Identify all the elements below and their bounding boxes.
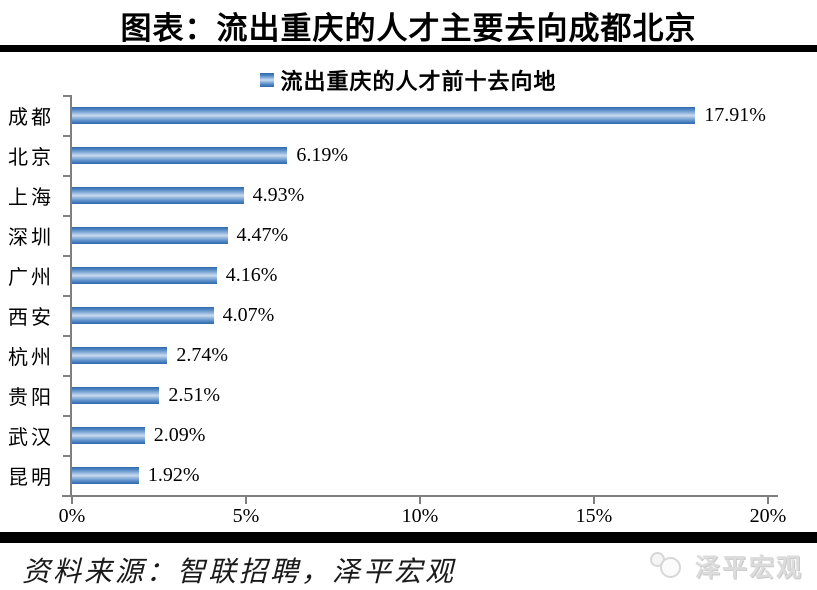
bar-row-guiyang: 贵阳 2.51% [8, 375, 768, 415]
value-label-wuhan: 2.09% [153, 423, 206, 446]
y-axis-line [70, 95, 72, 497]
legend-label: 流出重庆的人才前十去向地 [280, 69, 557, 94]
x-axis-label-5: 5% [232, 505, 260, 527]
x-axis-label-0: 0% [58, 505, 86, 527]
bar-row-kunming: 昆明 1.92% [8, 455, 768, 495]
value-label-xian: 4.07% [222, 303, 275, 326]
brand-logo-icon [649, 551, 688, 581]
legend-marker-icon [260, 73, 275, 87]
bar-shenzhen [72, 226, 228, 244]
value-label-shenzhen: 4.47% [236, 223, 289, 246]
bar-row-wuhan: 武汉 2.09% [8, 415, 768, 455]
chart-legend: 流出重庆的人才前十去向地 [0, 64, 817, 96]
category-label-shenzhen: 深圳 [8, 226, 54, 249]
bar-row-shanghai: 上海 4.93% [8, 175, 768, 215]
bar-shanghai [72, 186, 244, 204]
value-label-shanghai: 4.93% [252, 183, 305, 206]
bar-xian [72, 306, 214, 324]
category-label-kunming: 昆明 [8, 466, 54, 489]
bar-row-shenzhen: 深圳 4.47% [8, 215, 768, 255]
top-divider [0, 45, 817, 52]
x-axis-tick-5 [245, 497, 247, 504]
category-label-xian: 西安 [8, 306, 54, 329]
bar-beijing [72, 146, 288, 164]
x-axis-tick-15 [593, 497, 595, 504]
bar-row-guangzhou: 广州 4.16% [8, 255, 768, 295]
category-label-guangzhou: 广州 [8, 266, 54, 289]
y-axis-ticks [63, 95, 70, 497]
bar-row-xian: 西安 4.07% [8, 295, 768, 335]
bar-wuhan [72, 426, 145, 444]
x-axis-label-15: 15% [575, 505, 613, 527]
bar-rows: 成都 17.91% 北京 6.19% 上海 4.93% 深圳 4.47% 广州 [8, 95, 768, 495]
x-axis-line [62, 495, 778, 497]
category-label-hangzhou: 杭州 [8, 346, 54, 369]
value-label-kunming: 1.92% [147, 463, 200, 486]
bar-guangzhou [72, 266, 217, 284]
value-label-guangzhou: 4.16% [225, 263, 278, 286]
brand-logo-text: 泽平宏观 [694, 555, 803, 582]
bar-row-chengdu: 成都 17.91% [8, 95, 768, 135]
x-axis-label-10: 10% [401, 505, 439, 527]
x-axis-tick-0 [71, 497, 73, 504]
bar-chengdu [72, 106, 696, 124]
bar-hangzhou [72, 346, 168, 364]
value-label-guiyang: 2.51% [168, 383, 221, 406]
bar-kunming [72, 466, 139, 484]
bottom-divider [0, 532, 817, 543]
category-label-shanghai: 上海 [8, 186, 54, 209]
category-label-guiyang: 贵阳 [8, 386, 54, 409]
value-label-hangzhou: 2.74% [176, 343, 229, 366]
source-note: 资料来源：智联招聘，泽平宏观 [22, 557, 457, 588]
value-label-beijing: 6.19% [296, 143, 349, 166]
x-axis-tick-20 [767, 497, 769, 504]
value-label-chengdu: 17.91% [704, 103, 766, 126]
bar-row-hangzhou: 杭州 2.74% [8, 335, 768, 375]
brand-watermark: 泽平宏观 [649, 548, 803, 584]
page-title: 图表：流出重庆的人才主要去向成都北京 [120, 11, 697, 46]
category-label-beijing: 北京 [8, 146, 54, 169]
bar-guiyang [72, 386, 160, 404]
plot-area: 成都 17.91% 北京 6.19% 上海 4.93% 深圳 4.47% 广州 [8, 95, 786, 527]
bar-row-beijing: 北京 6.19% [8, 135, 768, 175]
x-axis-label-20: 20% [749, 505, 787, 527]
category-label-chengdu: 成都 [8, 106, 54, 129]
x-axis-tick-10 [419, 497, 421, 504]
category-label-wuhan: 武汉 [8, 426, 54, 449]
